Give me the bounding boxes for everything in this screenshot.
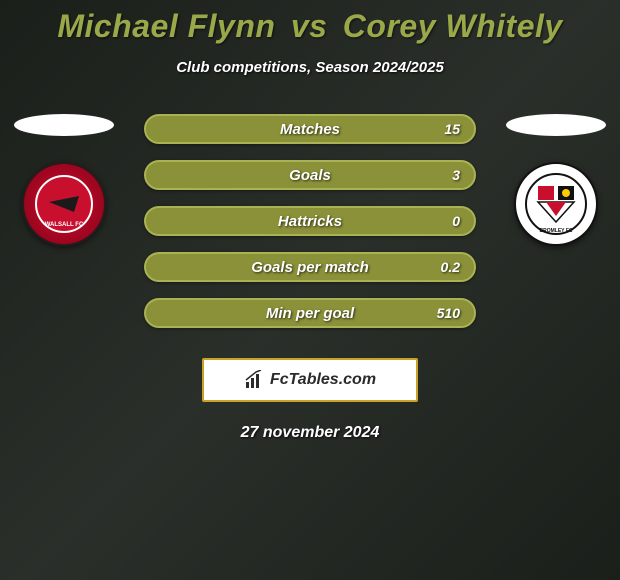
- stat-right-value: 3: [452, 167, 460, 183]
- club-crest-left: WALSALL FC: [22, 162, 106, 246]
- brand-attribution[interactable]: FcTables.com: [202, 358, 418, 402]
- player-a-name: Michael Flynn: [57, 8, 275, 44]
- bromley-crest-icon: BROMLEY FC: [524, 172, 588, 236]
- stat-row-min-per-goal: Min per goal 510: [144, 298, 476, 328]
- comparison-card: Michael Flynn vs Corey Whitely Club comp…: [0, 0, 620, 442]
- stat-right-value: 510: [437, 305, 460, 321]
- club-crest-right: BROMLEY FC: [514, 162, 598, 246]
- svg-text:BROMLEY FC: BROMLEY FC: [540, 228, 573, 234]
- stat-row-hattricks: Hattricks 0: [144, 206, 476, 236]
- chart-icon: [244, 370, 264, 390]
- stat-label: Hattricks: [278, 213, 342, 230]
- title-vs: vs: [291, 8, 328, 44]
- stat-right-value: 0: [452, 213, 460, 229]
- stat-row-matches: Matches 15: [144, 114, 476, 144]
- right-column: BROMLEY FC: [500, 114, 612, 344]
- stat-right-value: 15: [444, 121, 460, 137]
- player-a-portrait-placeholder: [14, 114, 114, 136]
- stat-right-value: 0.2: [441, 259, 460, 275]
- date-line: 27 november 2024: [0, 424, 620, 442]
- stats-column: Matches 15 Goals 3 Hattricks 0 Goals per…: [120, 114, 500, 344]
- svg-text:WALSALL FC: WALSALL FC: [45, 222, 84, 228]
- stats-area: WALSALL FC Matches 15 Goals 3 Hattricks …: [0, 114, 620, 344]
- walsall-crest-icon: WALSALL FC: [34, 174, 94, 234]
- player-b-portrait-placeholder: [506, 114, 606, 136]
- stat-row-goals: Goals 3: [144, 160, 476, 190]
- brand-text: FcTables.com: [270, 371, 376, 389]
- stat-label: Matches: [280, 121, 340, 138]
- stat-row-goals-per-match: Goals per match 0.2: [144, 252, 476, 282]
- subtitle: Club competitions, Season 2024/2025: [0, 59, 620, 76]
- stat-label: Goals: [289, 167, 331, 184]
- left-column: WALSALL FC: [8, 114, 120, 344]
- page-title: Michael Flynn vs Corey Whitely: [0, 8, 620, 45]
- player-b-name: Corey Whitely: [343, 8, 563, 44]
- stat-label: Min per goal: [266, 305, 354, 322]
- stat-label: Goals per match: [251, 259, 369, 276]
